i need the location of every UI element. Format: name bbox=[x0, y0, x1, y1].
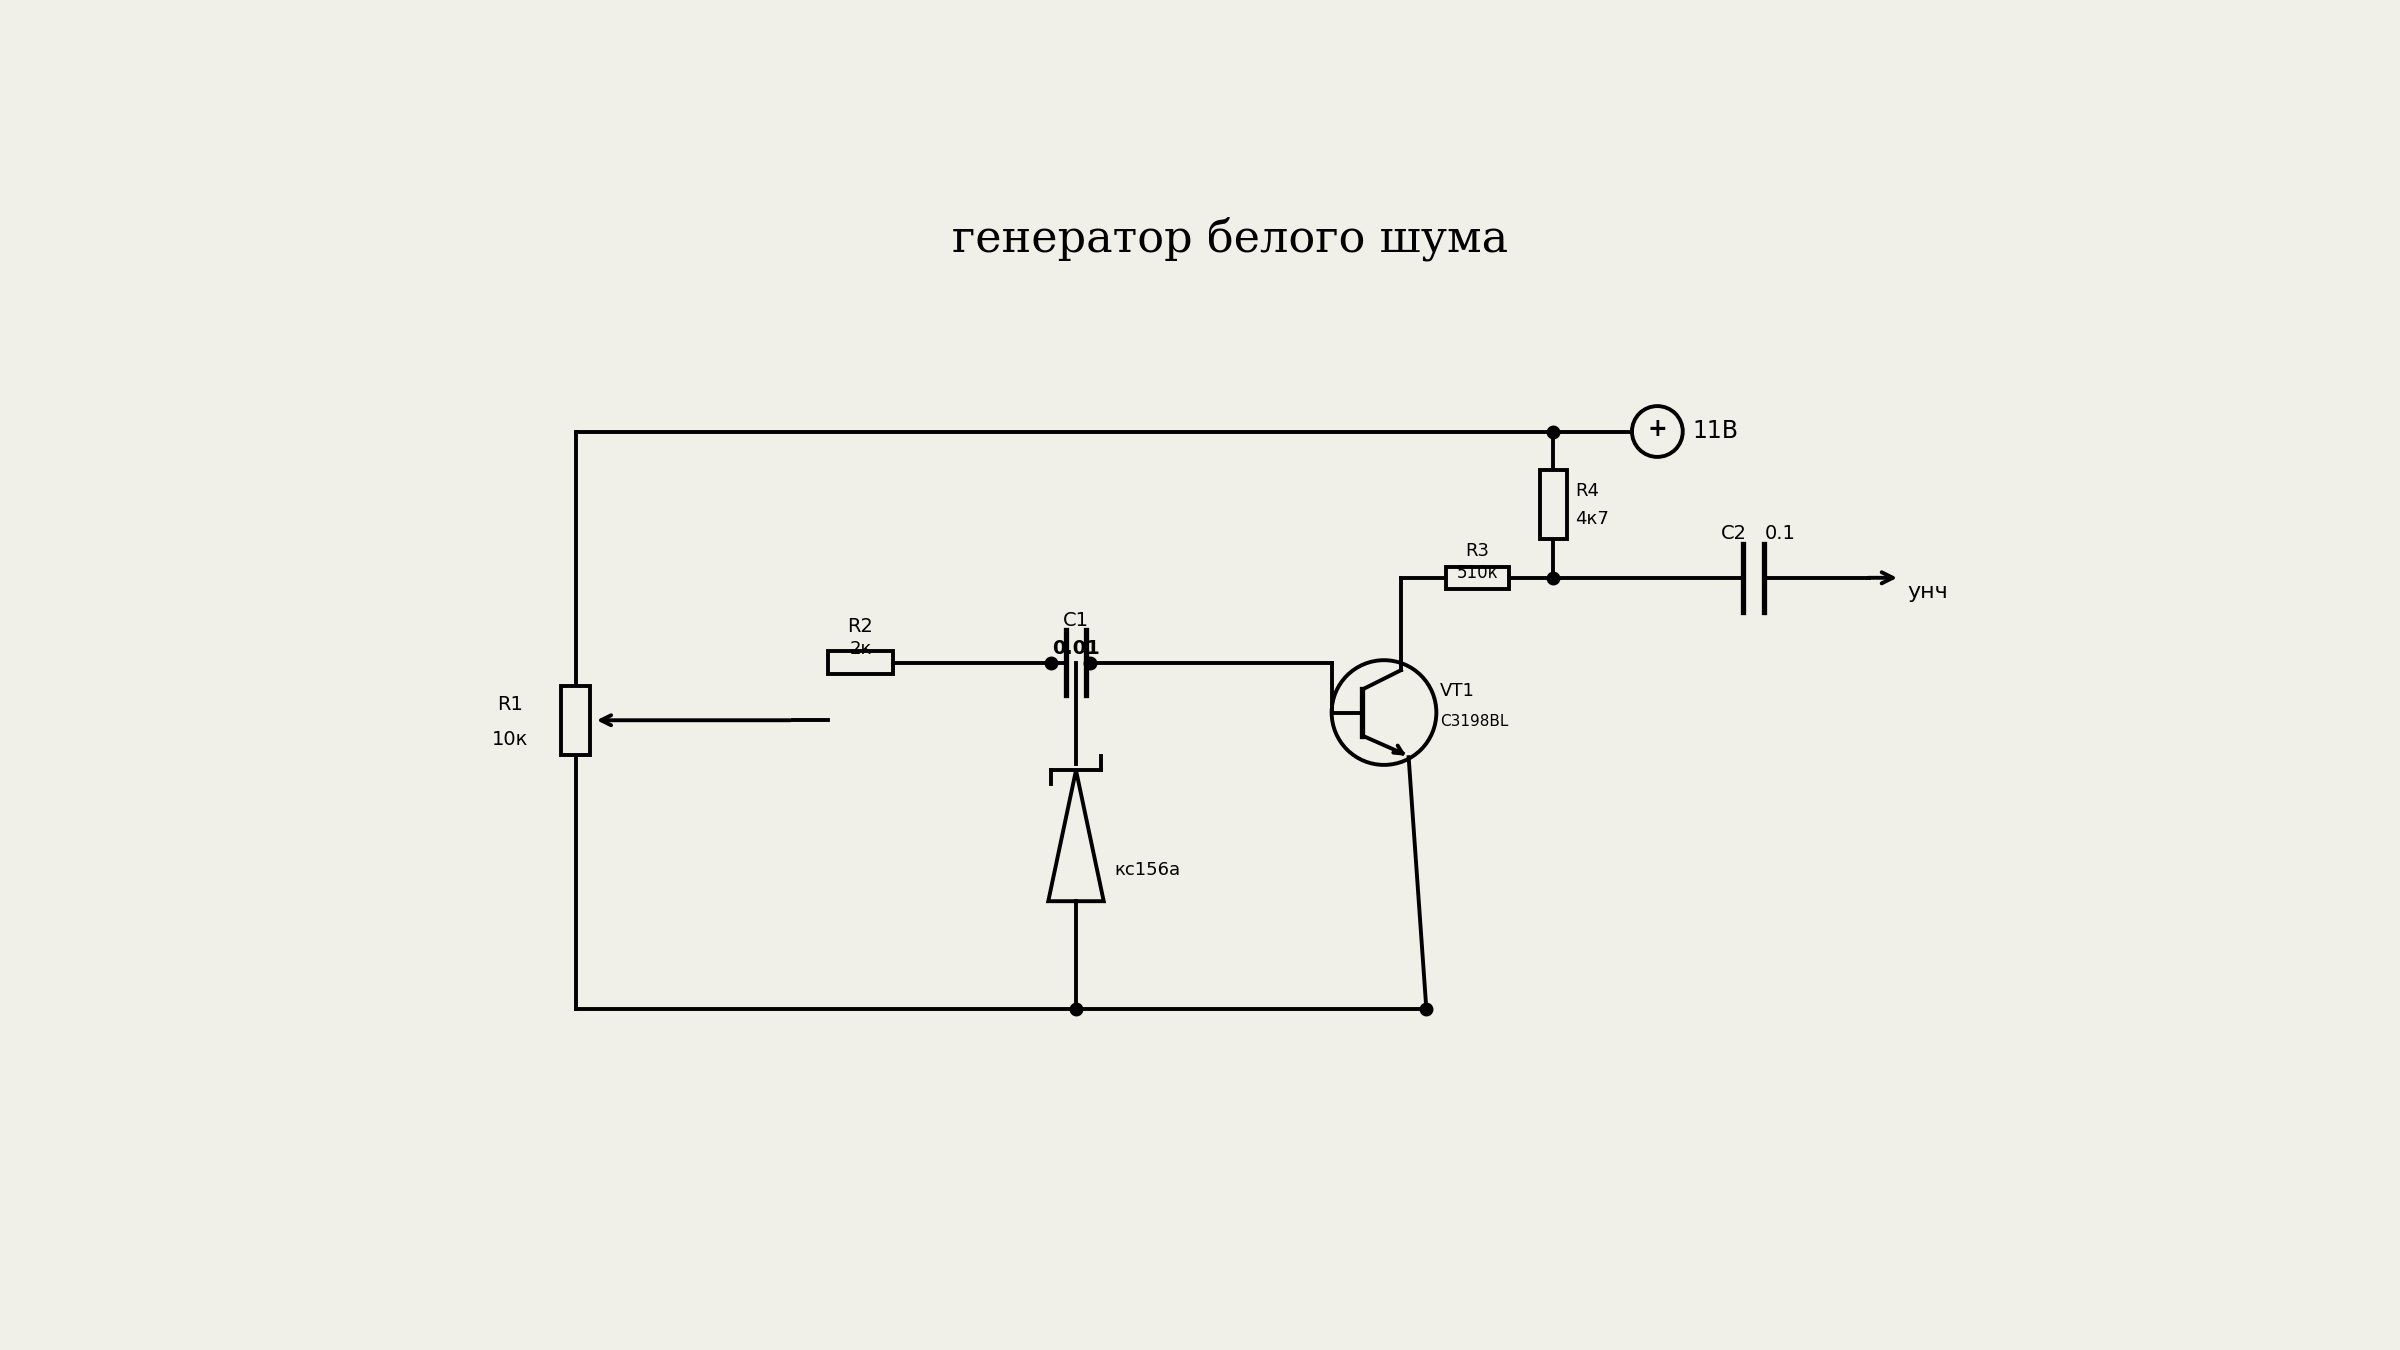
Text: 0.01: 0.01 bbox=[1051, 639, 1099, 659]
Text: C2: C2 bbox=[1721, 524, 1747, 543]
Bar bbox=[828, 651, 893, 674]
Text: 0.1: 0.1 bbox=[1764, 524, 1795, 543]
Bar bbox=[1445, 567, 1510, 589]
Text: +: + bbox=[1646, 417, 1668, 441]
Text: 10к: 10к bbox=[492, 730, 528, 749]
Text: VT1: VT1 bbox=[1440, 682, 1476, 701]
Text: 510к: 510к bbox=[1457, 564, 1498, 582]
Text: R2: R2 bbox=[847, 617, 874, 636]
Text: R3: R3 bbox=[1464, 541, 1488, 560]
Text: кс156а: кс156а bbox=[1114, 861, 1181, 879]
Text: унч: унч bbox=[1908, 582, 1949, 602]
Text: R4: R4 bbox=[1574, 482, 1598, 500]
Text: R1: R1 bbox=[497, 695, 523, 714]
Text: 11В: 11В bbox=[1692, 420, 1738, 444]
Text: C3198BL: C3198BL bbox=[1440, 714, 1510, 729]
Bar bbox=[562, 686, 590, 755]
Text: генератор белого шума: генератор белого шума bbox=[953, 217, 1507, 262]
Text: 4к7: 4к7 bbox=[1574, 509, 1608, 528]
Text: C1: C1 bbox=[1063, 610, 1090, 629]
Bar bbox=[1538, 470, 1567, 539]
Text: 2к: 2к bbox=[850, 640, 871, 659]
